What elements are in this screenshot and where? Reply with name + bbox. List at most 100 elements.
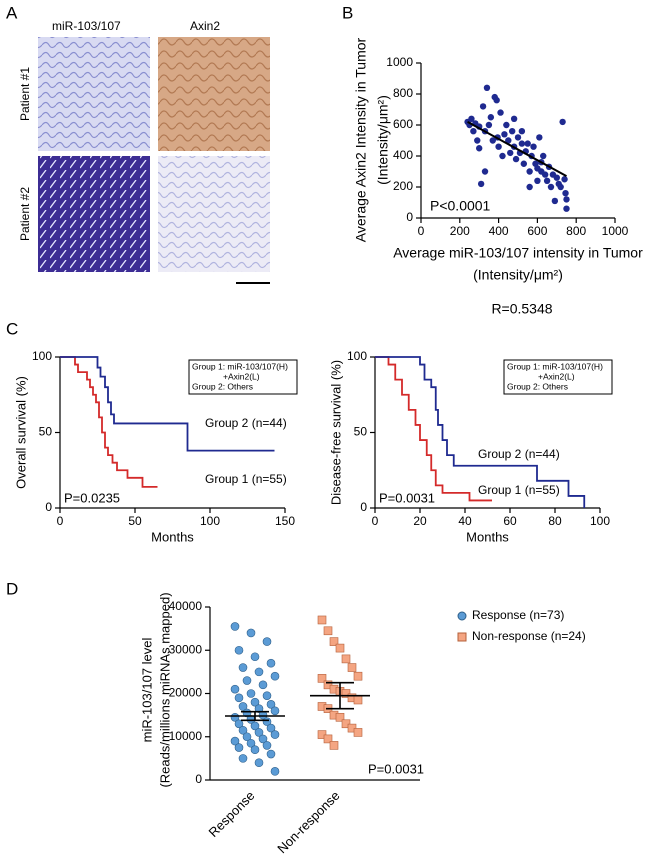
y-axis-label: Average Axin2 Intensity in Tumor <box>353 37 369 242</box>
fit-line <box>467 121 567 178</box>
x-tick-label: 100 <box>590 514 610 528</box>
y-tick-label: 0 <box>195 772 202 786</box>
point <box>246 738 256 748</box>
panel-label: B <box>342 3 353 22</box>
point <box>317 730 327 739</box>
group-label: Group 1 (n=55) <box>478 483 560 497</box>
y-tick-label: 20000 <box>169 686 203 700</box>
y-axis-label: (Intensity/μm²) <box>375 95 391 185</box>
legend-label: Response (n=73) <box>472 608 564 622</box>
panel-label: C <box>6 319 18 338</box>
point <box>499 152 506 160</box>
x-tick-label: 20 <box>413 514 427 528</box>
point <box>317 674 327 683</box>
x-axis-label: Months <box>151 529 194 544</box>
annotation: P=0.0031 <box>368 761 424 776</box>
group-label: Group 2 (n=44) <box>478 447 560 461</box>
x-tick-label: 400 <box>489 224 509 238</box>
point <box>234 743 244 752</box>
row-label: Patient #2 <box>18 187 32 241</box>
point <box>266 700 276 709</box>
point <box>507 149 514 157</box>
point <box>230 622 240 631</box>
point <box>520 160 528 167</box>
y-tick-label: 0 <box>406 210 413 224</box>
point <box>561 176 568 183</box>
point <box>270 767 280 776</box>
point <box>270 671 280 681</box>
point <box>254 667 264 677</box>
point <box>254 758 264 768</box>
point <box>563 205 570 212</box>
x-tick-label: 150 <box>275 514 295 528</box>
point <box>477 180 485 188</box>
y-tick-label: 600 <box>393 117 413 131</box>
point <box>238 754 248 763</box>
point <box>270 706 280 716</box>
legend-marker <box>457 632 467 642</box>
point <box>530 143 537 150</box>
group-label: Group 1 (n=55) <box>205 472 287 486</box>
point <box>317 615 327 625</box>
point <box>230 684 240 694</box>
survival-curve <box>60 356 275 452</box>
point <box>238 663 248 672</box>
point <box>258 734 268 744</box>
point <box>534 165 541 172</box>
point <box>250 721 260 731</box>
point <box>329 637 339 646</box>
point <box>353 728 363 737</box>
point <box>557 183 564 191</box>
x-tick-label: 80 <box>548 514 562 528</box>
point <box>512 155 520 163</box>
y-tick-label: 200 <box>393 179 413 193</box>
point <box>270 730 280 739</box>
x-tick-label: 0 <box>57 514 64 528</box>
y-tick-label: 800 <box>393 86 413 100</box>
point <box>470 128 477 135</box>
legend-text: +Axin2(L) <box>223 371 260 381</box>
point <box>323 680 333 690</box>
x-tick-label: 0 <box>372 514 379 528</box>
point <box>497 109 504 116</box>
point <box>238 702 248 711</box>
survival-curve <box>375 356 492 502</box>
point <box>230 736 240 746</box>
point <box>547 183 555 191</box>
point <box>242 732 252 742</box>
legend-text: Group 1: miR-103/107(H) <box>507 361 603 371</box>
x-tick-label: 600 <box>527 224 547 238</box>
legend-box <box>188 359 298 395</box>
point <box>562 190 569 197</box>
point <box>541 171 549 178</box>
survival-curve <box>375 356 586 508</box>
legend-label: Non-response (n=24) <box>472 629 586 643</box>
x-tick-label: 40 <box>458 514 472 528</box>
y-axis-label: Disease-free survival (%) <box>328 360 343 505</box>
point <box>501 131 508 138</box>
legend-box <box>503 359 613 395</box>
point <box>353 695 363 705</box>
y-tick-label: 40000 <box>169 599 203 613</box>
point <box>254 704 264 713</box>
point <box>559 118 566 126</box>
point <box>489 137 496 144</box>
legend-text: Group 2: Others <box>507 381 568 391</box>
point <box>250 652 260 662</box>
panel-a-images <box>38 37 270 284</box>
point <box>563 196 570 203</box>
point <box>335 643 345 653</box>
point <box>238 725 248 735</box>
point <box>246 628 256 638</box>
annotation: P=0.0235 <box>64 490 120 505</box>
legend-text: +Axin2(L) <box>538 371 575 381</box>
point <box>543 177 551 184</box>
point <box>347 723 357 733</box>
y-axis-label: Overall survival (%) <box>13 376 28 489</box>
annotation: P=0.0031 <box>379 490 435 505</box>
point <box>250 697 260 707</box>
y-tick-label: 1000 <box>386 55 413 69</box>
point <box>483 84 491 92</box>
point <box>534 177 541 184</box>
point <box>551 197 559 205</box>
